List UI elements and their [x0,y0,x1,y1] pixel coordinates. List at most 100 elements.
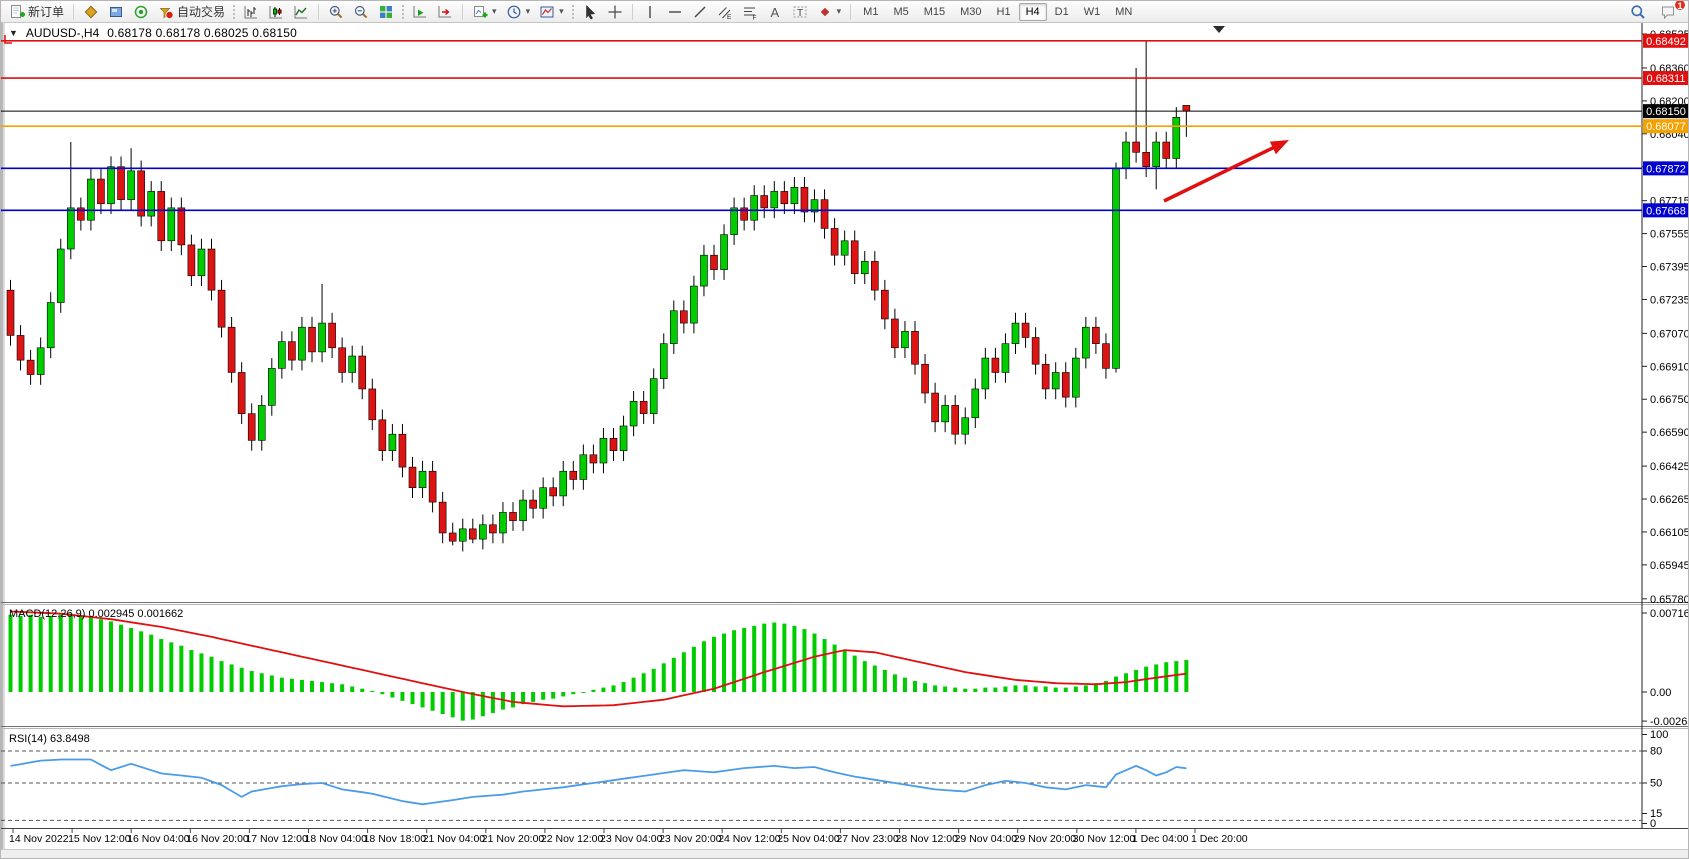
timeframe-h1[interactable]: H1 [996,5,1011,18]
macd-bar [581,692,586,693]
candle-down [951,405,960,435]
candle-up [1112,168,1120,369]
candlestick-button[interactable] [264,2,288,22]
line-chart-button[interactable] [289,2,313,22]
candle-down [891,318,899,349]
chevron-down-icon: ▾ [525,6,531,16]
bar-chart-button[interactable] [239,2,263,22]
zoom-in-button[interactable] [324,2,348,22]
candle-down [680,310,688,324]
candlestick-icon [268,4,284,20]
macd-bar [701,641,706,692]
zoom-out-button[interactable] [349,2,373,22]
timeframe-m5[interactable]: M5 [893,5,909,18]
candle-up [619,425,628,451]
candle-up [499,512,507,534]
candle-down [378,419,387,451]
macd-bar [712,636,716,692]
autotrading-button[interactable]: 自动交易 [154,1,229,22]
timeframe-d1[interactable]: D1 [1054,5,1069,18]
candle-up [690,285,698,324]
templates-button[interactable]: ▾ [535,2,568,22]
button-label: 自动交易 [177,5,226,19]
macd-bar [1114,676,1118,692]
candle-up [127,170,135,200]
macd-bar [892,674,897,692]
vline-button[interactable] [638,2,662,22]
macd-bar [611,685,616,692]
svg-text:50: 50 [1650,778,1662,790]
time-axis: 14 Nov 2022 15 Nov 12:0016 Nov 04:0016 No… [9,828,1248,845]
candle-down [1182,105,1191,112]
candle-up [1122,141,1130,170]
macd-bar [641,673,646,692]
svg-text:0.66910: 0.66910 [1650,361,1689,373]
time-label: 16 Nov 04:00 [127,833,190,845]
time-label: 14 Nov 2022 [9,833,69,845]
candle-up [388,433,397,451]
macd-bar [812,633,817,692]
profile-button[interactable] [104,2,128,22]
periods-button[interactable]: ▾ [502,2,535,22]
arrows-button[interactable]: ▾ [813,2,846,22]
trend-arrow[interactable] [1163,140,1289,203]
candle-up [36,347,45,375]
time-label: 23 Nov 04:00 [600,833,663,845]
tile-windows-icon [378,4,394,20]
macd-bar [923,683,928,692]
cursor-button[interactable] [578,2,602,22]
timeframe-h4[interactable]: H4 [1018,2,1047,21]
timeframe-m30[interactable]: M30 [960,5,982,18]
time-label: 1 Dec 20:00 [1191,833,1248,845]
price-label-box [1643,161,1688,176]
fibonacci-icon: F [742,4,758,20]
trendline-button[interactable] [688,2,712,22]
macd-bar [88,616,93,692]
timeframe-mn[interactable]: MN [1115,5,1133,18]
chart-shift-button[interactable] [433,2,457,22]
search-button[interactable] [1626,2,1650,22]
charts-button[interactable] [79,2,103,22]
candle-down [217,289,226,328]
macd-bar [762,623,767,692]
label-button[interactable]: T [788,2,812,22]
time-label: 18 Nov 18:00 [364,833,427,845]
hline-icon [667,4,683,20]
chevron-down-icon[interactable]: ▼ [9,28,18,38]
candle-up [56,248,65,303]
zoom-in-icon [328,4,344,20]
bar-chart-icon [243,4,259,20]
crosshair-button[interactable] [603,2,627,22]
scroll-marker-icon[interactable] [1213,26,1225,33]
auto-scroll-button[interactable] [408,2,432,22]
candle-down [117,166,125,200]
svg-text:0.67235: 0.67235 [1650,294,1689,306]
signal-button[interactable] [129,2,153,22]
chat-button[interactable]: 1 [1656,1,1686,22]
toolbar-separator [462,3,464,20]
candle-down [710,254,718,270]
timeframe-m1[interactable]: M1 [863,5,879,18]
channel-button[interactable]: E [713,2,737,22]
timeframe-m15[interactable]: M15 [923,5,946,18]
macd-bar [832,644,837,692]
candle-down [368,388,377,421]
timeframe-w1[interactable]: W1 [1083,5,1101,18]
candle-down [177,207,186,246]
candle-down [137,170,145,217]
macd-bar [209,656,214,692]
macd-bar [511,692,515,708]
macd-bar [772,622,777,692]
text-button[interactable]: A [763,2,787,22]
tile-windows-button[interactable] [374,2,398,22]
channel-icon: E [717,4,733,20]
hline-button[interactable] [663,2,687,22]
price-label-box [1643,119,1688,134]
fibonacci-button[interactable]: F [738,2,762,22]
new-order-button[interactable]: 新订单 [5,1,68,22]
macd-bar [480,692,485,717]
macd-bar [149,634,154,692]
new-chart-button[interactable]: ▾ [468,2,501,22]
